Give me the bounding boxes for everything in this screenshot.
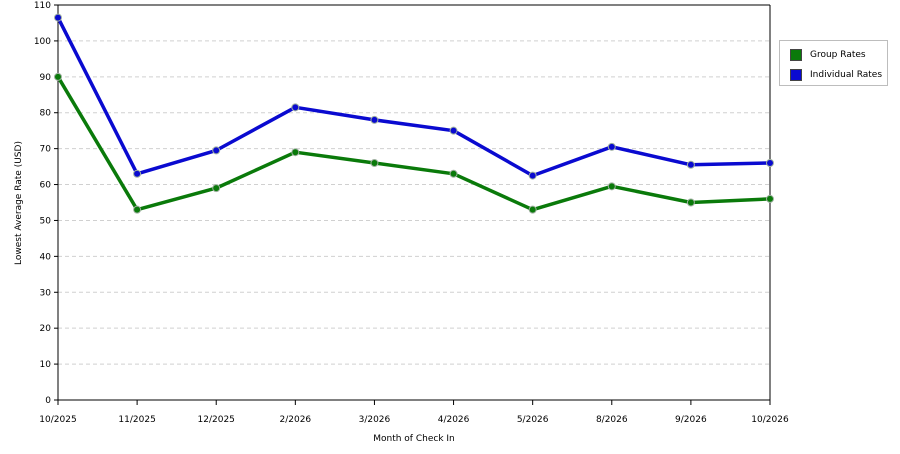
legend-label-individual-rates: Individual Rates bbox=[810, 70, 883, 80]
y-tick-label-70: 70 bbox=[40, 145, 52, 155]
data-point-group-rates-5 bbox=[449, 169, 458, 178]
x-tick-label-2: 12/2025 bbox=[198, 415, 235, 425]
series-line-group-rates bbox=[56, 75, 771, 212]
x-tick-label-3: 2/2026 bbox=[279, 415, 311, 425]
data-point-individual-rates-6 bbox=[528, 171, 537, 180]
x-tick-label-9: 10/2026 bbox=[751, 415, 789, 425]
y-tick-label-30: 30 bbox=[40, 288, 52, 298]
y-tick-label-60: 60 bbox=[40, 181, 52, 191]
legend-swatch-individual-rates bbox=[790, 69, 802, 81]
y-tick-label-50: 50 bbox=[40, 216, 52, 226]
data-point-group-rates-2 bbox=[212, 184, 221, 193]
y-tick-label-100: 100 bbox=[34, 37, 51, 47]
data-point-group-rates-9 bbox=[766, 194, 774, 203]
data-point-individual-rates-7 bbox=[607, 142, 616, 151]
data-point-individual-rates-5 bbox=[449, 126, 458, 135]
legend-label-group-rates: Group Rates bbox=[810, 50, 866, 60]
x-tick-label-5: 4/2026 bbox=[438, 415, 470, 425]
data-point-individual-rates-9 bbox=[766, 159, 774, 167]
x-tick-label-8: 9/2026 bbox=[675, 415, 707, 425]
legend: Group Rates Individual Rates bbox=[779, 40, 888, 86]
x-tick-label-0: 10/2025 bbox=[39, 415, 76, 425]
axes bbox=[54, 4, 771, 405]
data-point-group-rates-8 bbox=[686, 198, 695, 207]
data-point-group-rates-1 bbox=[133, 205, 142, 214]
legend-item-individual-rates: Individual Rates bbox=[790, 68, 882, 82]
series-line-individual-rates bbox=[56, 16, 771, 178]
y-tick-label-80: 80 bbox=[40, 109, 52, 119]
x-tick-label-7: 8/2026 bbox=[596, 415, 628, 425]
data-point-group-rates-6 bbox=[528, 205, 537, 214]
data-point-individual-rates-2 bbox=[212, 146, 221, 155]
data-point-group-rates-4 bbox=[370, 159, 379, 167]
y-axis-title: Lowest Average Rate (USD) bbox=[14, 141, 24, 265]
y-tick-label-40: 40 bbox=[40, 252, 52, 262]
data-point-individual-rates-4 bbox=[370, 115, 379, 124]
y-tick-label-20: 20 bbox=[40, 324, 52, 334]
legend-item-group-rates: Group Rates bbox=[790, 48, 866, 62]
y-tick-label-0: 0 bbox=[45, 396, 51, 406]
data-point-individual-rates-8 bbox=[686, 160, 695, 169]
data-point-group-rates-3 bbox=[291, 148, 300, 157]
x-tick-label-1: 11/2025 bbox=[118, 415, 155, 425]
series-lines bbox=[54, 13, 774, 214]
y-tick-label-10: 10 bbox=[40, 360, 52, 370]
data-point-group-rates-7 bbox=[607, 182, 616, 191]
y-tick-label-90: 90 bbox=[40, 73, 52, 83]
y-tick-label-110: 110 bbox=[34, 1, 51, 11]
data-point-individual-rates-1 bbox=[133, 169, 142, 178]
x-tick-label-4: 3/2026 bbox=[359, 415, 391, 425]
legend-swatch-group-rates bbox=[790, 49, 802, 61]
tick-labels: 0 10 20 30 40 50 60 70 80 90 100 110 10/2025 11/2025 1… bbox=[34, 1, 789, 425]
grid-lines bbox=[58, 4, 770, 365]
data-point-group-rates-0 bbox=[54, 72, 62, 81]
data-point-individual-rates-3 bbox=[291, 103, 300, 112]
data-point-individual-rates-0 bbox=[54, 13, 62, 22]
x-axis-title: Month of Check In bbox=[373, 434, 455, 444]
x-tick-label-6: 5/2026 bbox=[517, 415, 549, 425]
